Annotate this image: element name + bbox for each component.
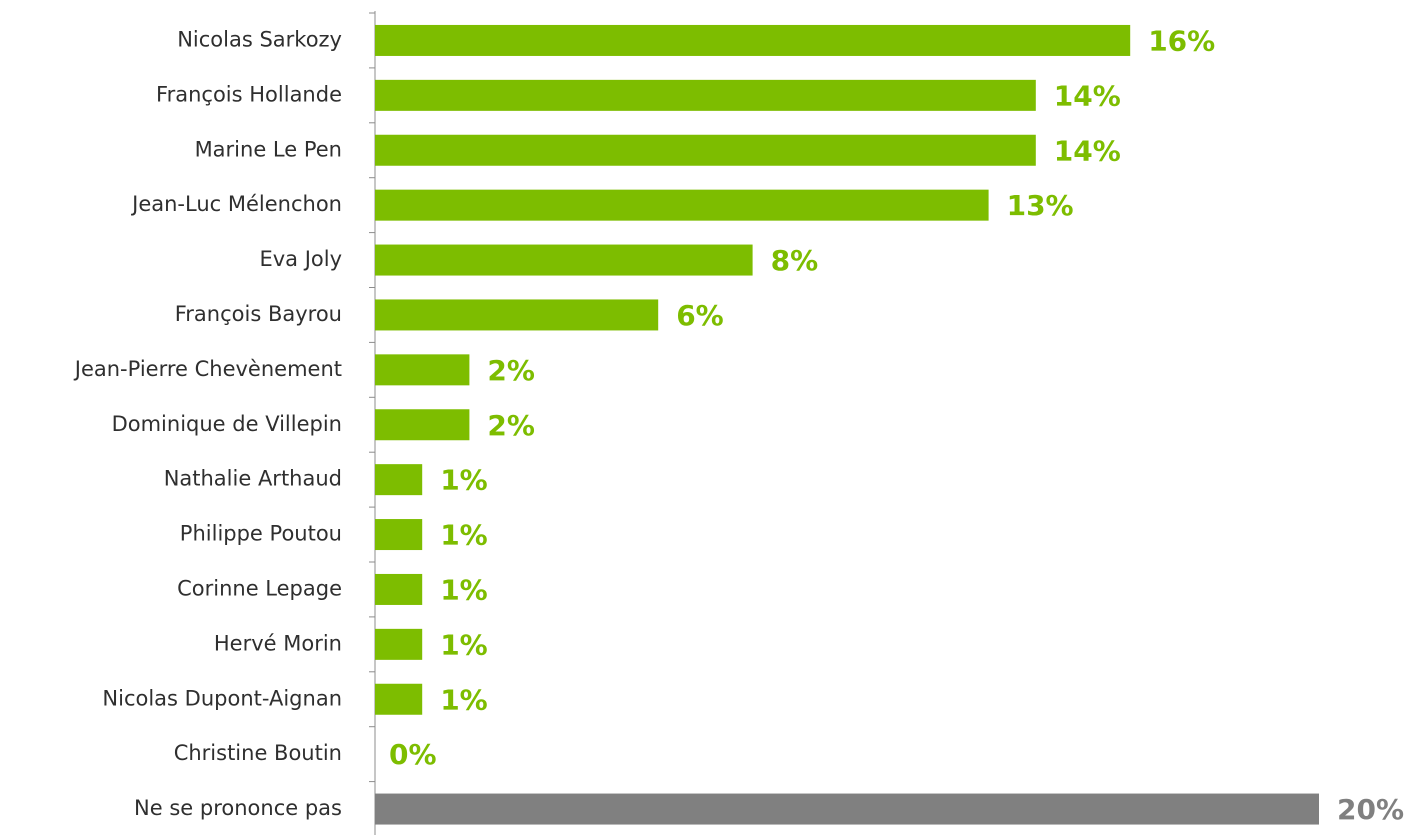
bar — [375, 244, 753, 276]
value-label: 1% — [440, 683, 488, 716]
category-label: Corinne Lepage — [177, 576, 342, 600]
value-label: 16% — [1148, 24, 1215, 57]
bar — [375, 354, 470, 386]
value-label: 14% — [1054, 134, 1121, 167]
category-label: François Bayrou — [175, 302, 342, 326]
bar — [375, 299, 659, 331]
value-label: 8% — [771, 244, 819, 277]
value-label: 1% — [440, 573, 488, 606]
value-label: 2% — [487, 354, 535, 387]
value-label: 1% — [440, 628, 488, 661]
bar — [375, 793, 1319, 825]
category-label: Jean-Pierre Chevènement — [73, 357, 342, 381]
value-label: 2% — [487, 409, 535, 442]
bar — [375, 79, 1036, 111]
value-label: 20% — [1337, 793, 1404, 826]
category-label: Marine Le Pen — [195, 137, 342, 161]
category-label: François Hollande — [156, 82, 342, 106]
bar — [375, 134, 1036, 166]
category-label: Dominique de Villepin — [112, 412, 342, 436]
category-label: Nathalie Arthaud — [164, 467, 342, 491]
value-label: 1% — [440, 464, 488, 497]
category-label: Philippe Poutou — [180, 522, 342, 546]
bar — [375, 628, 423, 660]
category-label: Ne se prononce pas — [134, 796, 342, 820]
value-label: 14% — [1054, 79, 1121, 112]
value-label: 1% — [440, 519, 488, 552]
bar — [375, 519, 423, 551]
bar — [375, 409, 470, 441]
category-label: Hervé Morin — [214, 631, 342, 655]
bar — [375, 464, 423, 496]
category-label: Nicolas Dupont-Aignan — [102, 686, 342, 710]
bar — [375, 683, 423, 715]
bar — [375, 573, 423, 605]
bar — [375, 24, 1131, 56]
value-label: 6% — [676, 299, 724, 332]
category-label: Christine Boutin — [174, 741, 342, 765]
category-label: Jean-Luc Mélenchon — [130, 192, 342, 216]
bar — [375, 189, 989, 221]
value-label: 13% — [1007, 189, 1074, 222]
category-label: Eva Joly — [259, 247, 342, 271]
category-label: Nicolas Sarkozy — [177, 27, 342, 51]
value-label: 0% — [389, 738, 437, 771]
